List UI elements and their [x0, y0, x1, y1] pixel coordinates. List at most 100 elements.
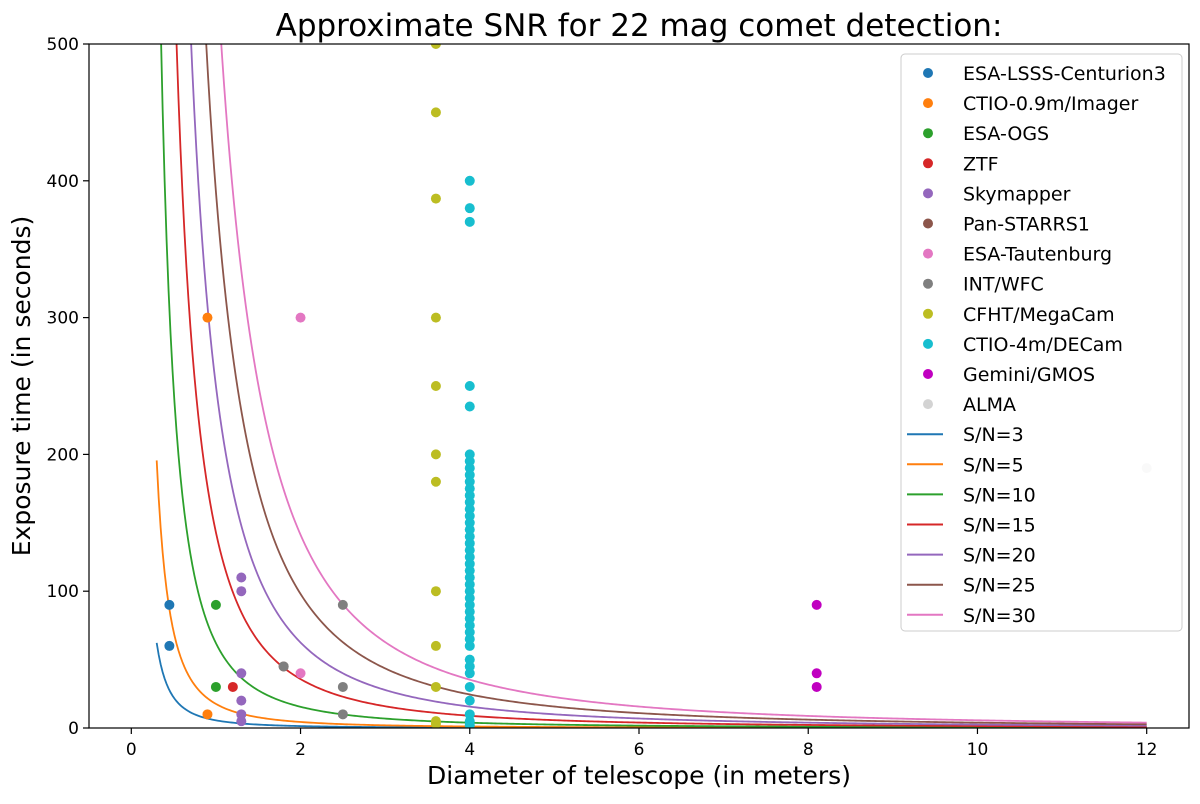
- scatter-point: [464, 497, 475, 508]
- chart-title: Approximate SNR for 22 mag comet detecti…: [276, 8, 1003, 44]
- scatter-point: [210, 681, 221, 692]
- points-layer: [164, 44, 1152, 728]
- scatter-point: [430, 381, 441, 391]
- scatter-point: [430, 312, 441, 323]
- legend-label: S/N=5: [963, 454, 1024, 476]
- scatter-point: [464, 203, 475, 214]
- scatter-point: [430, 681, 441, 692]
- legend-marker: [923, 338, 933, 349]
- scatter-point: [464, 565, 475, 576]
- x-axis-label: Diameter of telescope (in meters): [427, 761, 851, 790]
- scatter-point: [464, 401, 475, 412]
- scatter-point: [464, 661, 475, 672]
- scatter-point: [464, 524, 475, 535]
- scatter-point: [236, 709, 247, 720]
- y-tick-label: 100: [47, 582, 79, 602]
- legend: ESA-LSSS-Centurion3 CTIO-0.9m/Imager ESA-O…: [900, 53, 1183, 632]
- y-axis-label: Exposure time (in seconds): [7, 216, 36, 557]
- scatter-point: [464, 490, 475, 501]
- scatter-point: [202, 312, 213, 323]
- scatter-point: [464, 599, 475, 610]
- legend-label: ESA-Tautenburg: [963, 244, 1112, 266]
- scatter-point: [464, 620, 475, 631]
- scatter-point: [464, 538, 475, 549]
- scatter-point: [464, 517, 475, 528]
- scatter-point: [337, 599, 348, 610]
- scatter-point: [464, 216, 475, 227]
- x-tick-label: 0: [126, 740, 137, 760]
- scatter-point: [295, 668, 306, 679]
- scatter-point: [464, 606, 475, 617]
- legend-marker: [923, 158, 933, 169]
- scatter-point: [464, 463, 475, 474]
- legend-label: S/N=25: [963, 575, 1036, 597]
- y-tick-label: 200: [47, 445, 79, 465]
- legend-label: ESA-LSSS-Centurion3: [963, 63, 1166, 85]
- scatter-point: [236, 695, 247, 706]
- legend-label: Pan-STARRS1: [963, 214, 1090, 236]
- scatter-point: [430, 718, 441, 728]
- scatter-point: [464, 504, 475, 515]
- legend-label: CFHT/MegaCam: [963, 304, 1115, 326]
- scatter-point: [337, 709, 348, 720]
- legend-label: CTIO-4m/DECam: [963, 334, 1123, 356]
- x-tick-label: 6: [634, 740, 645, 760]
- y-tick-label: 0: [68, 719, 79, 739]
- legend-marker: [923, 188, 933, 199]
- legend-label: Skymapper: [963, 183, 1071, 205]
- scatter-point: [464, 709, 475, 720]
- scatter-point: [227, 681, 238, 692]
- scatter-point: [202, 709, 213, 720]
- legend-marker: [923, 248, 933, 259]
- legend-marker: [923, 369, 933, 379]
- legend-marker: [923, 98, 933, 109]
- scatter-point: [464, 531, 475, 542]
- scatter-point: [464, 558, 475, 569]
- x-tick-label: 2: [295, 740, 306, 760]
- scatter-point: [295, 312, 306, 323]
- scatter-point: [464, 640, 475, 651]
- y-tick-label: 400: [47, 172, 79, 192]
- y-tick-label: 300: [47, 309, 79, 329]
- scatter-point: [464, 175, 475, 186]
- legend-marker: [923, 278, 933, 289]
- scatter-point: [464, 456, 475, 467]
- legend-marker: [923, 68, 933, 78]
- scatter-point: [464, 545, 475, 556]
- legend-label: ALMA: [963, 394, 1016, 416]
- scatter-point: [464, 476, 475, 487]
- legend-label: S/N=20: [963, 545, 1036, 567]
- scatter-point: [464, 627, 475, 638]
- curve-line-5: [205, 44, 1147, 726]
- x-tick-label: 10: [967, 740, 989, 760]
- scatter-point: [430, 640, 441, 651]
- scatter-point: [464, 381, 475, 391]
- curve-line-4: [190, 44, 1147, 727]
- scatter-point: [811, 668, 822, 679]
- scatter-point: [464, 720, 475, 728]
- scatter-point: [464, 552, 475, 562]
- legend-label: S/N=15: [963, 515, 1036, 537]
- scatter-point: [464, 579, 475, 590]
- legend-label: ESA-OGS: [963, 123, 1049, 145]
- scatter-point: [464, 668, 475, 679]
- x-tick-label: 8: [803, 740, 814, 760]
- scatter-point: [464, 613, 475, 624]
- scatter-point: [811, 681, 822, 692]
- legend-label: CTIO-0.9m/Imager: [963, 93, 1138, 115]
- scatter-point: [464, 593, 475, 604]
- curve-line-3: [175, 44, 1147, 728]
- scatter-point: [464, 469, 475, 480]
- x-axis: 0 2 4 6 8 10 12: [126, 728, 1158, 760]
- scatter-point: [811, 599, 822, 610]
- scatter-point: [236, 668, 247, 679]
- scatter-point: [464, 586, 475, 597]
- scatter-point: [430, 586, 441, 597]
- scatter-point: [236, 572, 247, 583]
- scatter-point: [464, 483, 475, 494]
- legend-marker: [923, 218, 933, 229]
- scatter-point: [464, 510, 475, 521]
- scatter-point: [337, 681, 348, 692]
- legend-label: S/N=3: [963, 424, 1024, 446]
